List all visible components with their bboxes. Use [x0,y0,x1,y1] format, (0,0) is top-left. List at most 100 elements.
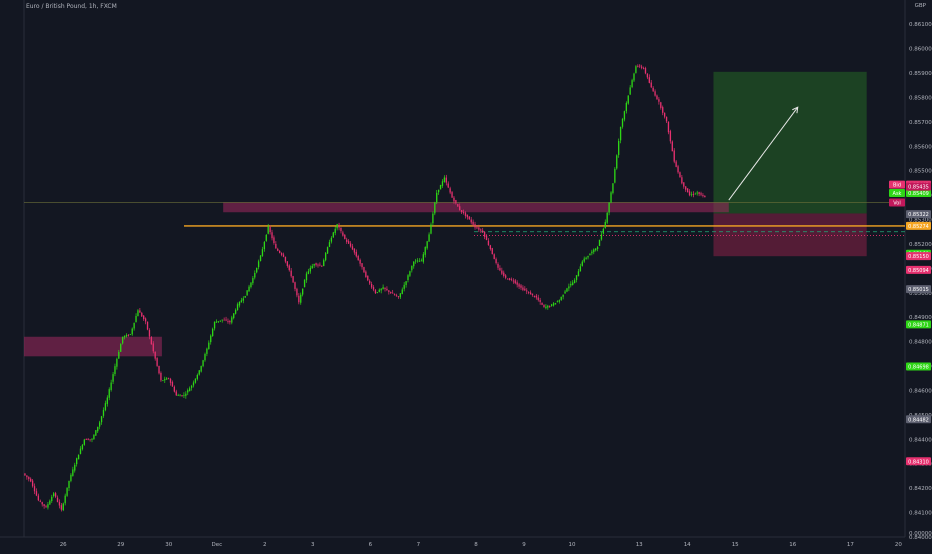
candle-body [650,82,652,88]
candle-body [466,214,469,218]
candle-body [236,304,239,311]
y-tick-label: 0.84400 [909,437,932,443]
x-tick-label: 6 [369,542,373,548]
candle-body [229,320,231,323]
candle-body [392,292,394,294]
candle-body [558,300,560,302]
candle-body [510,278,513,280]
candle-body [171,382,174,387]
y-tick-label: 0.85800 [909,95,932,101]
candle-body [307,271,310,274]
candle-body [501,270,503,274]
candle-body [468,216,470,220]
candle-body [621,118,624,127]
candle-body [102,410,105,416]
candle-body [56,497,59,502]
candle-body [690,194,693,196]
candle-body [181,395,183,396]
candle-body [652,87,654,92]
candle-body [694,193,696,195]
candle-body [60,505,63,510]
stop-zone [713,213,867,257]
candle-body [395,295,398,297]
candle-body [459,206,461,211]
candle-body [234,309,237,314]
y-tick-label: 0.85200 [909,242,932,248]
candle-body [598,239,601,246]
candle-body [158,365,160,374]
candle-body [596,247,599,249]
purple-zone [223,202,729,213]
price-tag-label: 0.85274 [908,224,929,230]
candle-body [267,226,269,234]
candle-body [121,336,124,344]
candle-body [667,121,670,133]
candle-body [545,306,547,309]
candle-body [493,254,495,260]
candle-body [372,287,375,290]
candle-body [512,280,515,282]
candle-body [252,278,254,284]
candle-body [349,243,352,247]
candle-body [221,319,223,321]
candle-body [409,271,411,276]
price-tag [906,210,931,219]
candle-body [198,370,200,375]
candle-body [271,232,273,239]
candle-body [131,328,133,335]
candle-body [33,486,36,492]
candle-body [581,261,583,266]
candle-body [143,315,145,320]
candle-body [518,284,520,287]
candle-body [340,227,342,232]
x-tick-label: 15 [732,542,739,548]
candle-body [336,224,338,229]
candle-body [66,487,68,496]
y-tick-label: 0.84000 [909,535,932,541]
candle-body [374,290,377,294]
candle-body [414,260,417,262]
candle-body [152,343,154,352]
candle-body [97,426,99,432]
price-tag-label: 0.85435 [908,185,929,191]
trade-arrow-line [728,106,799,201]
candle-body [614,168,616,183]
price-tag [906,285,931,294]
candle-body [231,317,233,323]
candle-body [127,335,130,336]
candle-body [150,337,153,345]
candle-body [522,287,524,290]
candle-body [292,276,294,283]
candle-body [275,244,277,249]
candle-body [418,261,421,262]
price-tag [906,457,931,466]
candle-body [623,111,626,120]
price-tag-label: 0.84482 [908,417,929,423]
candle-body [420,260,423,262]
candle-body [443,177,446,182]
candle-body [30,478,32,482]
candle-body [407,275,409,281]
candle-body [411,265,413,271]
candle-body [303,279,306,288]
y-tick-label: 0.85900 [909,71,932,77]
candle-body [476,227,478,229]
candle-body [656,95,658,100]
candle-body [403,284,405,289]
candle-body [679,172,681,178]
candle-body [81,444,84,450]
candle-body [692,194,695,195]
candle-body [233,313,235,319]
x-tick-label: 16 [789,542,796,548]
candle-body [317,264,319,266]
candle-body [595,248,597,251]
x-tick-label: 13 [636,542,643,548]
candle-body [527,292,530,294]
price-tag [906,265,931,274]
candle-body [470,219,472,223]
candle-body [665,116,668,122]
side-tag-label: Vol [893,200,900,206]
candle-body [482,230,484,233]
candle-body [129,334,131,336]
